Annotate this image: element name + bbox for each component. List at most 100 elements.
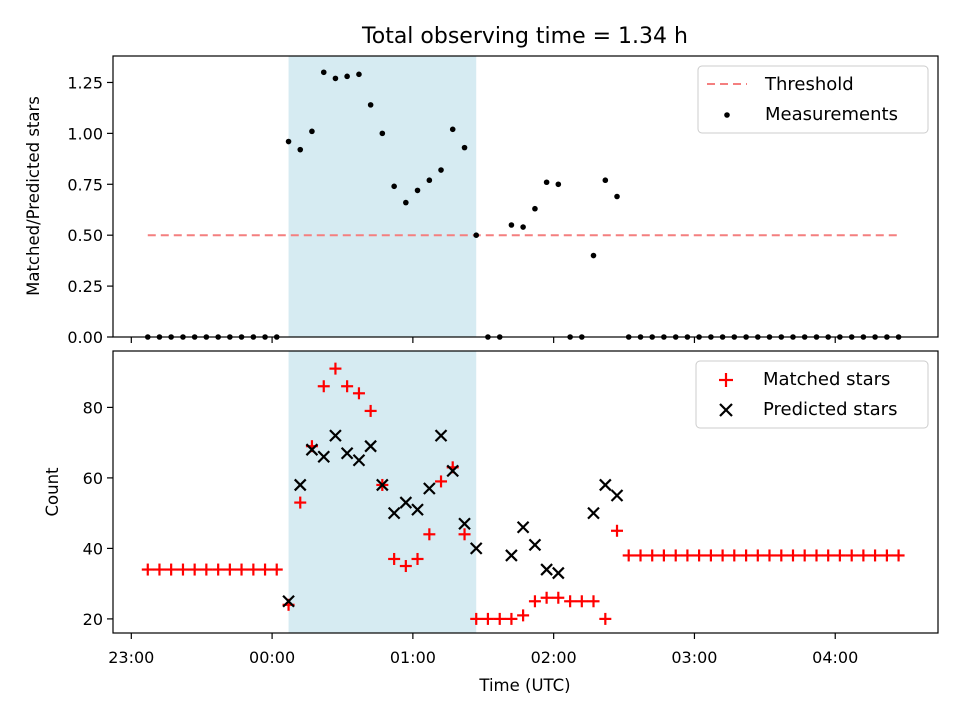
predicted-star-point xyxy=(528,538,542,552)
matched-star-point xyxy=(435,475,448,488)
matched-star-point xyxy=(329,362,342,375)
matched-star-point xyxy=(352,387,365,400)
measurement-point xyxy=(449,126,456,133)
legend-matched-label: Matched stars xyxy=(763,369,890,390)
matched-star-point xyxy=(176,563,189,576)
predicted-star-point xyxy=(423,482,436,495)
measurement-point xyxy=(367,102,374,108)
predicted-star-point xyxy=(293,478,307,492)
measurement-point xyxy=(344,73,350,80)
bottom-ticks: 20 40 60 80 23:00 00:00 01:00 02:00 03:00 04:00 xyxy=(83,398,859,667)
measurement-point xyxy=(555,181,562,188)
legend-predicted-swatch xyxy=(719,403,733,417)
matched-star-point xyxy=(270,563,283,576)
predicted-star-point xyxy=(469,542,483,555)
legend-predicted-label: Predicted stars xyxy=(763,399,897,420)
measurement-point xyxy=(332,75,339,82)
measurement-point xyxy=(508,222,515,228)
matched-star-point xyxy=(388,552,401,565)
measurement-point xyxy=(590,252,597,259)
matched-star-point xyxy=(798,549,811,562)
matched-star-point xyxy=(423,528,436,541)
matched-star-point xyxy=(646,549,659,562)
matched-star-point xyxy=(540,591,553,604)
matched-star-point xyxy=(775,549,788,562)
measurement-point xyxy=(473,232,480,238)
matched-star-point xyxy=(892,549,905,562)
bottom-legend-box xyxy=(695,360,929,429)
predicted-star-point xyxy=(505,549,518,562)
matched-star-point xyxy=(165,563,178,576)
bottom-ytick-label: 20 xyxy=(83,610,103,629)
measurement-point xyxy=(309,128,315,135)
matched-star-point xyxy=(141,563,154,576)
top-legend-box xyxy=(697,65,929,134)
matched-star-point xyxy=(786,549,799,562)
matched-star-point xyxy=(188,563,201,576)
matched-star-point xyxy=(622,549,635,562)
measurement-points xyxy=(144,69,902,340)
predicted-star-point xyxy=(282,594,295,608)
measurement-point xyxy=(520,224,526,230)
matched-star-point xyxy=(411,552,424,565)
top-ytick-label: 0.75 xyxy=(67,175,103,194)
bottom-ytick-label: 80 xyxy=(83,398,103,417)
measurement-point xyxy=(543,179,550,186)
matched-star-point xyxy=(751,549,764,562)
top-panel: 0.00 0.25 0.50 0.75 1.00 1.25 Matched/Predict… xyxy=(24,55,939,347)
bottom-ylabel: Count xyxy=(43,467,62,517)
matched-star-point xyxy=(200,563,213,576)
measurement-point xyxy=(285,138,292,145)
legend-threshold-label: Threshold xyxy=(764,74,854,95)
count-points xyxy=(141,362,905,625)
predicted-star-point xyxy=(387,506,401,520)
matched-star-point xyxy=(822,549,835,562)
measurement-point xyxy=(391,183,397,190)
predicted-star-point xyxy=(446,464,459,478)
matched-star-point xyxy=(716,549,729,562)
matched-star-point xyxy=(341,380,354,393)
matched-star-point xyxy=(880,549,893,562)
matched-star-point xyxy=(833,549,846,562)
predicted-star-point xyxy=(352,453,366,467)
xtick-label: 00:00 xyxy=(249,648,295,667)
matched-star-point xyxy=(399,560,412,573)
matched-star-point xyxy=(669,549,682,562)
predicted-star-point xyxy=(434,429,448,442)
matched-star-point xyxy=(223,563,236,576)
measurement-point xyxy=(379,130,386,137)
predicted-star-point xyxy=(376,478,389,492)
top-ytick-label: 0.50 xyxy=(67,226,103,245)
matched-star-point xyxy=(517,609,530,622)
legend-measurements-label: Measurements xyxy=(765,104,898,125)
predicted-star-point xyxy=(317,450,331,464)
matched-star-point xyxy=(212,563,225,576)
predicted-star-point xyxy=(411,503,424,516)
measurement-point xyxy=(532,205,538,212)
matched-star-point xyxy=(317,380,330,393)
matched-star-point xyxy=(470,612,483,625)
matched-star-point xyxy=(634,549,647,562)
matched-star-point xyxy=(857,549,870,562)
matched-star-point xyxy=(763,549,776,562)
matched-star-point xyxy=(294,496,307,509)
top-highlight-span xyxy=(288,56,477,337)
measurement-point xyxy=(414,187,421,194)
matched-star-point xyxy=(528,595,541,608)
matched-star-point xyxy=(235,563,248,576)
predicted-star-point xyxy=(458,517,471,531)
matched-star-point xyxy=(587,595,600,608)
bottom-legend: Matched stars Predicted stars xyxy=(695,360,929,429)
matched-star-point xyxy=(564,595,577,608)
top-ytick-label: 1.25 xyxy=(67,73,103,92)
matched-star-point xyxy=(869,549,882,562)
measurement-point xyxy=(461,144,468,151)
measurement-point xyxy=(614,193,620,200)
matched-star-point xyxy=(505,612,518,625)
xtick-label: 03:00 xyxy=(671,648,717,667)
matched-star-point xyxy=(458,528,471,541)
predicted-star-point xyxy=(587,506,600,520)
predicted-star-point xyxy=(540,563,553,576)
xtick-label: 01:00 xyxy=(390,648,436,667)
